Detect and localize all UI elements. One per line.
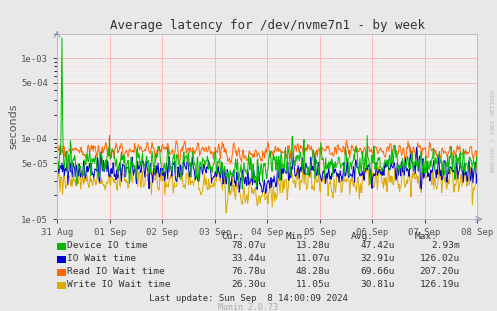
Text: 78.07u: 78.07u: [232, 241, 266, 250]
Text: 33.44u: 33.44u: [232, 254, 266, 263]
Text: 126.19u: 126.19u: [419, 280, 460, 289]
Text: 30.81u: 30.81u: [361, 280, 395, 289]
Text: Min:: Min:: [286, 232, 309, 241]
Text: Device IO time: Device IO time: [67, 241, 148, 250]
Text: 48.28u: 48.28u: [296, 267, 331, 276]
Y-axis label: seconds: seconds: [8, 104, 18, 150]
Text: Cur:: Cur:: [221, 232, 244, 241]
Text: Write IO Wait time: Write IO Wait time: [67, 280, 170, 289]
Text: 47.42u: 47.42u: [361, 241, 395, 250]
Text: 207.20u: 207.20u: [419, 267, 460, 276]
Title: Average latency for /dev/nvme7n1 - by week: Average latency for /dev/nvme7n1 - by we…: [110, 19, 424, 32]
Text: 32.91u: 32.91u: [361, 254, 395, 263]
Text: 126.02u: 126.02u: [419, 254, 460, 263]
Text: Munin 2.0.73: Munin 2.0.73: [219, 303, 278, 311]
Text: 11.07u: 11.07u: [296, 254, 331, 263]
Text: 69.66u: 69.66u: [361, 267, 395, 276]
Text: 2.93m: 2.93m: [431, 241, 460, 250]
Text: 13.28u: 13.28u: [296, 241, 331, 250]
Text: IO Wait time: IO Wait time: [67, 254, 136, 263]
Text: RRDTOOL / TOBI OETIKER: RRDTOOL / TOBI OETIKER: [491, 89, 496, 172]
Text: Avg:: Avg:: [350, 232, 373, 241]
Text: 76.78u: 76.78u: [232, 267, 266, 276]
Text: 26.30u: 26.30u: [232, 280, 266, 289]
Text: 11.05u: 11.05u: [296, 280, 331, 289]
Text: Max:: Max:: [415, 232, 438, 241]
Text: Last update: Sun Sep  8 14:00:09 2024: Last update: Sun Sep 8 14:00:09 2024: [149, 294, 348, 303]
Text: Read IO Wait time: Read IO Wait time: [67, 267, 165, 276]
